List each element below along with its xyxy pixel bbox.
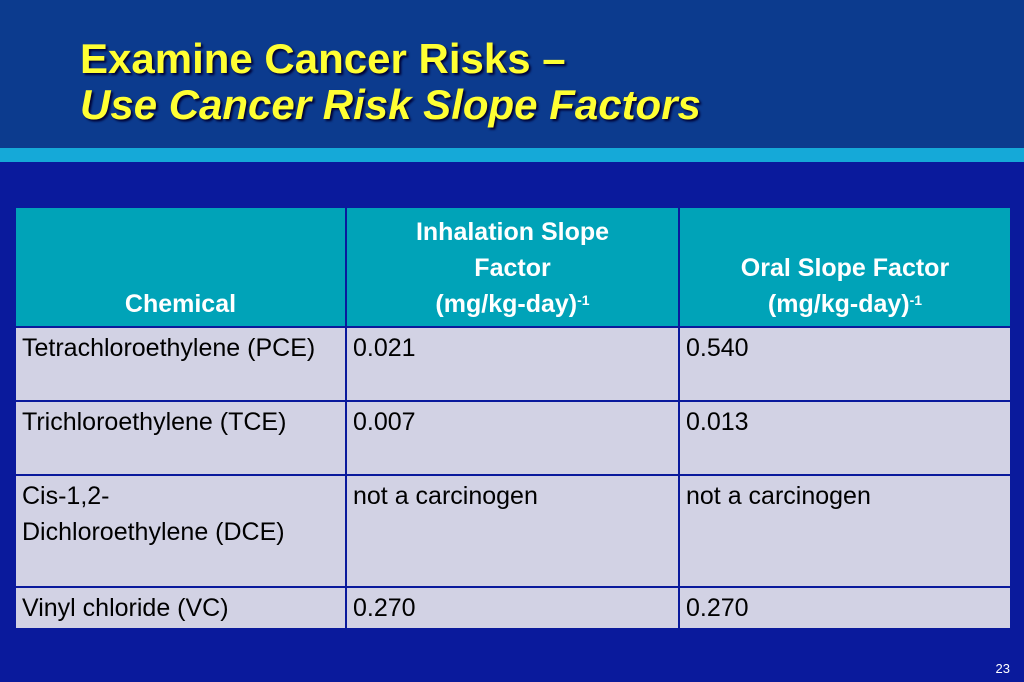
cell-inhalation: 0.270 (345, 586, 680, 630)
cell-oral: 0.540 (678, 326, 1012, 402)
table-row: Trichloroethylene (TCE) 0.007 0.013 (14, 400, 1012, 476)
cell-inhalation: 0.021 (345, 326, 680, 402)
slope-factor-table: Chemical Inhalation Slope Factor (mg/kg-… (14, 206, 1012, 630)
header-oral-line-1: Oral Slope Factor (740, 254, 950, 282)
header-oral-units-text: (mg/kg-day) (767, 290, 910, 318)
cell-oral: 0.270 (678, 586, 1012, 630)
cell-chemical: Cis-1,2-Dichloroethylene (DCE) (14, 474, 347, 588)
header-inhalation-units-text: (mg/kg-day) (435, 290, 578, 318)
header-chemical-label: Chemical (124, 290, 237, 318)
cell-chemical: Vinyl chloride (VC) (14, 586, 347, 630)
header-oral-units: (mg/kg-day)-1 (688, 286, 1002, 322)
header-inhalation-exponent: -1 (577, 292, 590, 308)
cell-inhalation: 0.007 (345, 400, 680, 476)
table-row: Tetrachloroethylene (PCE) 0.021 0.540 (14, 326, 1012, 402)
accent-bar (0, 148, 1024, 162)
title-line-1: Examine Cancer Risks – (80, 35, 566, 82)
slide-title: Examine Cancer Risks – Use Cancer Risk S… (80, 36, 701, 128)
title-line-2: Use Cancer Risk Slope Factors (80, 81, 701, 128)
header-inhalation-line-1: Inhalation Slope (415, 218, 610, 246)
header-chemical: Chemical (14, 206, 347, 328)
cell-oral: 0.013 (678, 400, 1012, 476)
cell-oral: not a carcinogen (678, 474, 1012, 588)
table-row: Vinyl chloride (VC) 0.270 0.270 (14, 586, 1012, 630)
table-row: Cis-1,2-Dichloroethylene (DCE) not a car… (14, 474, 1012, 588)
cell-chemical: Trichloroethylene (TCE) (14, 400, 347, 476)
page-number: 23 (995, 661, 1010, 676)
table-header-row: Chemical Inhalation Slope Factor (mg/kg-… (14, 206, 1012, 328)
header-inhalation-units: (mg/kg-day)-1 (355, 286, 670, 322)
cell-chemical: Tetrachloroethylene (PCE) (14, 326, 347, 402)
header-inhalation-line-2: Factor (474, 254, 551, 282)
header-oral-exponent: -1 (909, 292, 923, 308)
header-oral-slope-factor: Oral Slope Factor (mg/kg-day)-1 (678, 206, 1012, 328)
title-band (0, 0, 1024, 148)
cell-inhalation: not a carcinogen (345, 474, 680, 588)
header-inhalation-slope-factor: Inhalation Slope Factor (mg/kg-day)-1 (345, 206, 680, 328)
